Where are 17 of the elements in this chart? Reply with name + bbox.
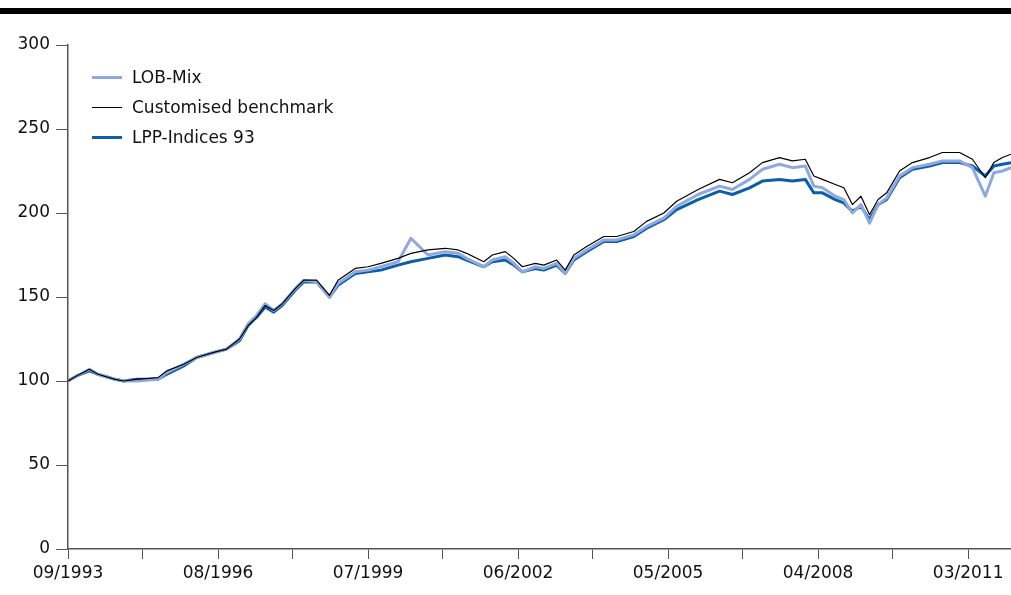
y-tick-label: 300 xyxy=(17,33,50,54)
y-tick-label: 50 xyxy=(28,453,50,474)
y-tick-label: 150 xyxy=(17,285,50,306)
y-tick-label: 250 xyxy=(17,117,50,138)
x-tick-label: 09/1993 xyxy=(32,561,104,582)
x-tick-label: 06/2002 xyxy=(482,561,554,582)
x-tick-label: 07/1999 xyxy=(332,561,404,582)
legend-label: LOB-Mix xyxy=(132,66,202,89)
x-tick-label: 03/2011 xyxy=(932,561,1004,582)
y-tick-label: 200 xyxy=(17,201,50,222)
x-tick-label: 05/2005 xyxy=(632,561,704,582)
x-tick-label: 04/2008 xyxy=(782,561,854,582)
y-tick-label: 100 xyxy=(17,369,50,390)
x-tick-label: 08/1996 xyxy=(182,561,254,582)
y-tick-label: 0 xyxy=(39,537,50,558)
legend-label: LPP-Indices 93 xyxy=(132,126,255,149)
legend-label: Customised benchmark xyxy=(132,96,334,119)
